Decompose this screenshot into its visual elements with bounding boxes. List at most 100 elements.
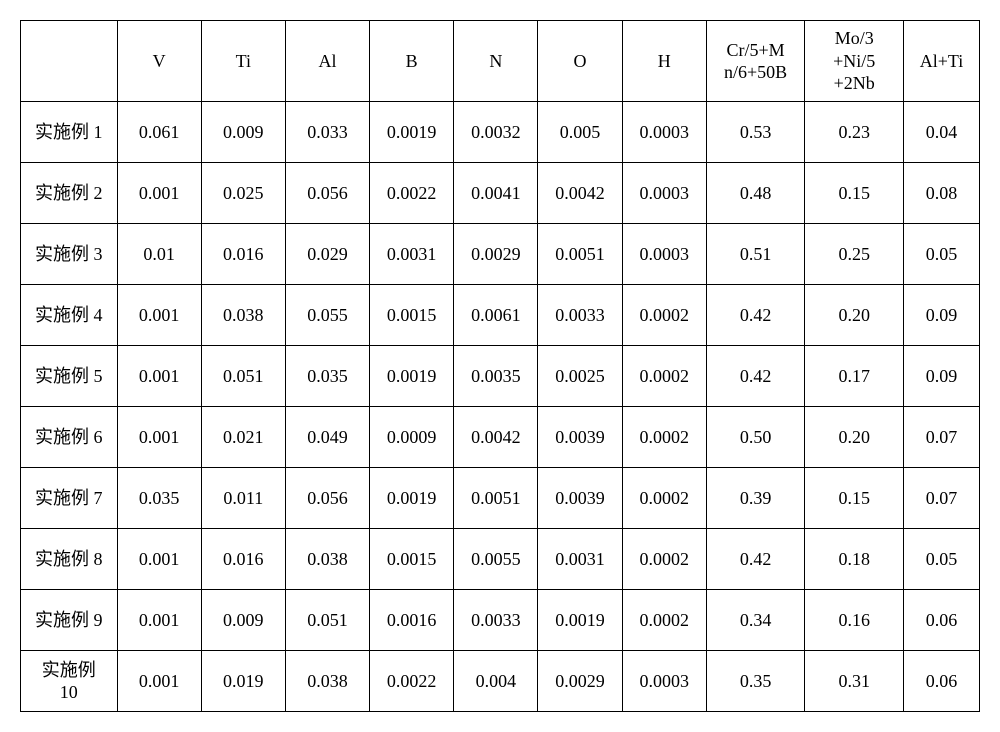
table-row: 实施例 10.0610.0090.0330.00190.00320.0050.0… [21, 102, 980, 163]
data-cell: 0.23 [805, 102, 904, 163]
col-header: Mo/3+Ni/5+2Nb [805, 21, 904, 102]
data-cell: 0.009 [201, 102, 285, 163]
table-row: 实施例 80.0010.0160.0380.00150.00550.00310.… [21, 529, 980, 590]
data-cell: 0.016 [201, 529, 285, 590]
data-cell: 0.033 [285, 102, 369, 163]
row-label: 实施例10 [21, 651, 118, 712]
data-cell: 0.0019 [370, 346, 454, 407]
data-cell: 0.038 [285, 651, 369, 712]
data-cell: 0.0003 [622, 102, 706, 163]
table-row: 实施例 30.010.0160.0290.00310.00290.00510.0… [21, 224, 980, 285]
data-cell: 0.07 [903, 468, 979, 529]
data-cell: 0.0003 [622, 163, 706, 224]
data-cell: 0.0002 [622, 407, 706, 468]
data-cell: 0.0019 [370, 102, 454, 163]
col-header: B [370, 21, 454, 102]
table-row: 实施例 70.0350.0110.0560.00190.00510.00390.… [21, 468, 980, 529]
data-cell: 0.42 [706, 346, 805, 407]
table-header: V Ti Al B N O H Cr/5+Mn/6+50B Mo/3+Ni/5+… [21, 21, 980, 102]
data-cell: 0.0002 [622, 468, 706, 529]
data-cell: 0.001 [117, 346, 201, 407]
data-cell: 0.09 [903, 346, 979, 407]
data-cell: 0.20 [805, 285, 904, 346]
data-cell: 0.51 [706, 224, 805, 285]
data-cell: 0.0016 [370, 590, 454, 651]
data-cell: 0.0061 [454, 285, 538, 346]
row-label: 实施例 7 [21, 468, 118, 529]
data-cell: 0.09 [903, 285, 979, 346]
data-cell: 0.035 [117, 468, 201, 529]
data-cell: 0.31 [805, 651, 904, 712]
data-cell: 0.0002 [622, 529, 706, 590]
data-cell: 0.0003 [622, 224, 706, 285]
row-label: 实施例 2 [21, 163, 118, 224]
data-cell: 0.001 [117, 529, 201, 590]
data-cell: 0.06 [903, 651, 979, 712]
data-cell: 0.038 [201, 285, 285, 346]
col-header: Cr/5+Mn/6+50B [706, 21, 805, 102]
data-cell: 0.051 [201, 346, 285, 407]
data-cell: 0.16 [805, 590, 904, 651]
data-cell: 0.0032 [454, 102, 538, 163]
data-cell: 0.07 [903, 407, 979, 468]
data-cell: 0.0022 [370, 163, 454, 224]
col-header: H [622, 21, 706, 102]
data-cell: 0.011 [201, 468, 285, 529]
data-cell: 0.15 [805, 468, 904, 529]
data-cell: 0.001 [117, 163, 201, 224]
table-row: 实施例 60.0010.0210.0490.00090.00420.00390.… [21, 407, 980, 468]
data-cell: 0.0002 [622, 590, 706, 651]
table-row: 实施例 20.0010.0250.0560.00220.00410.00420.… [21, 163, 980, 224]
data-cell: 0.53 [706, 102, 805, 163]
col-header: Al+Ti [903, 21, 979, 102]
data-cell: 0.05 [903, 224, 979, 285]
col-header: N [454, 21, 538, 102]
data-cell: 0.001 [117, 651, 201, 712]
row-label: 实施例 3 [21, 224, 118, 285]
data-cell: 0.016 [201, 224, 285, 285]
data-cell: 0.029 [285, 224, 369, 285]
data-cell: 0.15 [805, 163, 904, 224]
data-cell: 0.0033 [538, 285, 622, 346]
data-cell: 0.25 [805, 224, 904, 285]
data-cell: 0.0041 [454, 163, 538, 224]
data-cell: 0.0031 [538, 529, 622, 590]
col-header [21, 21, 118, 102]
data-cell: 0.0051 [454, 468, 538, 529]
data-cell: 0.17 [805, 346, 904, 407]
data-cell: 0.038 [285, 529, 369, 590]
data-cell: 0.001 [117, 285, 201, 346]
data-cell: 0.051 [285, 590, 369, 651]
data-cell: 0.0029 [454, 224, 538, 285]
data-cell: 0.0035 [454, 346, 538, 407]
data-cell: 0.42 [706, 529, 805, 590]
col-header: V [117, 21, 201, 102]
data-cell: 0.50 [706, 407, 805, 468]
data-cell: 0.056 [285, 163, 369, 224]
data-cell: 0.001 [117, 590, 201, 651]
row-label: 实施例 1 [21, 102, 118, 163]
data-cell: 0.0039 [538, 407, 622, 468]
data-cell: 0.0003 [622, 651, 706, 712]
data-cell: 0.0015 [370, 285, 454, 346]
data-cell: 0.06 [903, 590, 979, 651]
data-cell: 0.0042 [538, 163, 622, 224]
data-cell: 0.05 [903, 529, 979, 590]
data-cell: 0.0002 [622, 285, 706, 346]
data-cell: 0.0002 [622, 346, 706, 407]
data-cell: 0.0025 [538, 346, 622, 407]
data-cell: 0.0019 [370, 468, 454, 529]
data-cell: 0.0051 [538, 224, 622, 285]
data-cell: 0.0042 [454, 407, 538, 468]
data-cell: 0.35 [706, 651, 805, 712]
data-cell: 0.061 [117, 102, 201, 163]
data-cell: 0.0055 [454, 529, 538, 590]
data-cell: 0.035 [285, 346, 369, 407]
data-cell: 0.42 [706, 285, 805, 346]
row-label: 实施例 4 [21, 285, 118, 346]
data-cell: 0.005 [538, 102, 622, 163]
data-cell: 0.025 [201, 163, 285, 224]
data-cell: 0.019 [201, 651, 285, 712]
data-cell: 0.0009 [370, 407, 454, 468]
data-cell: 0.0039 [538, 468, 622, 529]
